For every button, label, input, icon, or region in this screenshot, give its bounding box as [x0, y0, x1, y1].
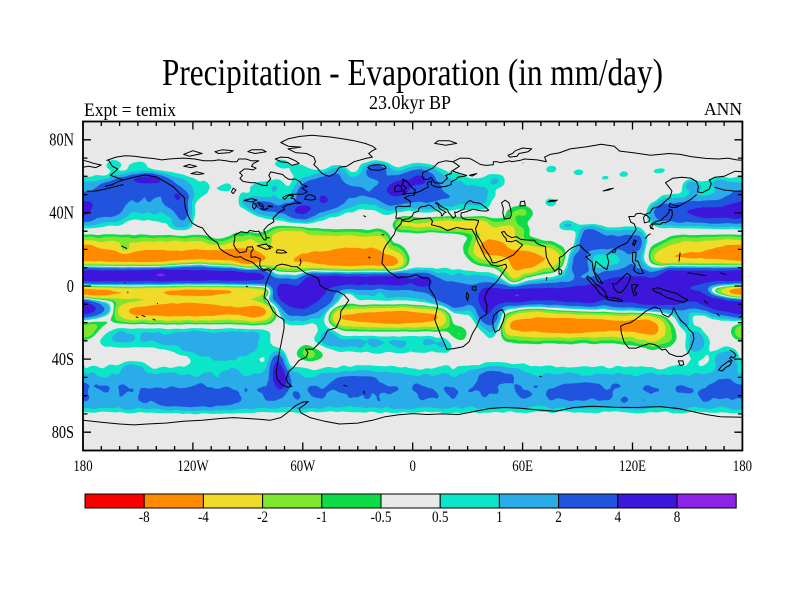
- svg-text:23.0kyr BP: 23.0kyr BP: [369, 92, 451, 114]
- svg-text:ANN: ANN: [704, 99, 742, 119]
- svg-text:0: 0: [410, 458, 417, 475]
- svg-text:80S: 80S: [52, 422, 74, 442]
- svg-text:-1: -1: [316, 509, 327, 526]
- svg-text:40S: 40S: [52, 349, 74, 369]
- svg-text:Precipitation - Evaporation (i: Precipitation - Evaporation (in mm/day): [162, 52, 663, 94]
- svg-text:1: 1: [496, 509, 503, 526]
- svg-text:180: 180: [73, 458, 92, 475]
- svg-text:60E: 60E: [512, 458, 533, 475]
- svg-text:-8: -8: [139, 509, 150, 526]
- svg-text:2: 2: [555, 509, 562, 526]
- svg-text:-0.5: -0.5: [371, 509, 392, 526]
- svg-text:-4: -4: [198, 509, 209, 526]
- svg-text:80N: 80N: [49, 130, 74, 150]
- svg-text:8: 8: [674, 509, 681, 526]
- svg-text:40N: 40N: [49, 203, 74, 223]
- svg-text:0.5: 0.5: [432, 509, 448, 526]
- svg-text:120E: 120E: [619, 458, 646, 475]
- svg-text:Expt = temix: Expt = temix: [84, 101, 177, 121]
- svg-text:120W: 120W: [177, 458, 209, 475]
- svg-text:180: 180: [733, 458, 752, 475]
- svg-text:-2: -2: [257, 509, 268, 526]
- svg-text:4: 4: [615, 509, 622, 526]
- svg-text:0: 0: [67, 276, 74, 296]
- svg-text:60W: 60W: [290, 458, 315, 475]
